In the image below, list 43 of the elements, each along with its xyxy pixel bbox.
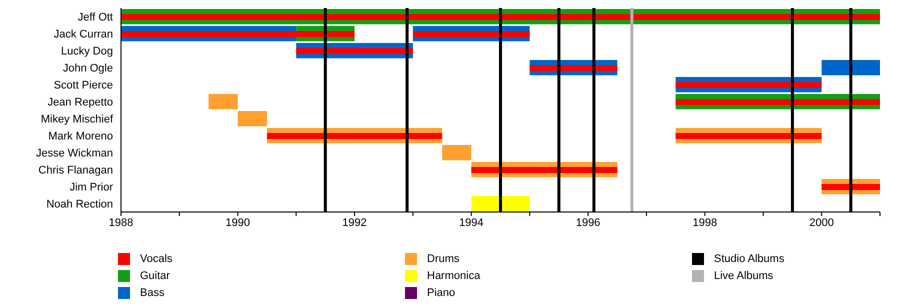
x-tick-label: 1988 <box>108 216 134 229</box>
bar <box>238 111 267 126</box>
legend-label: Live Albums <box>714 270 774 282</box>
y-tick-label: Mikey Mischief <box>40 113 114 126</box>
legend-label: Vocals <box>140 252 172 264</box>
bar <box>208 94 238 110</box>
legend-label: Guitar <box>140 270 170 282</box>
bar <box>471 196 530 212</box>
x-tick-label: 1990 <box>226 216 250 229</box>
y-tick-label: Jack Curran <box>54 28 113 40</box>
bar <box>296 48 413 54</box>
legend-label: Bass <box>140 286 164 298</box>
bar <box>822 60 880 76</box>
bar <box>121 14 880 20</box>
legend-label: Drums <box>427 252 460 264</box>
bar <box>676 133 822 139</box>
legend-label: Harmonica <box>427 270 480 282</box>
y-tick-label: Jim Prior <box>70 181 114 194</box>
y-tick-label: Jean Repetto <box>48 96 113 108</box>
y-tick-label: Noah Rection <box>46 198 113 210</box>
legend-label: Piano <box>427 286 456 298</box>
bar <box>442 145 472 160</box>
bar <box>676 82 822 88</box>
x-tick-label: 1994 <box>459 216 484 229</box>
x-tick-label: 1992 <box>342 216 367 229</box>
y-tick-label: Jesse Wickman <box>36 147 113 160</box>
y-tick-label: Jeff Ott <box>78 11 113 24</box>
bar <box>266 133 442 139</box>
bar <box>121 31 355 37</box>
y-tick-label: Chris Flanagan <box>38 164 113 176</box>
y-tick-label: Mark Moreno <box>48 130 113 142</box>
bar <box>412 31 530 37</box>
y-tick-label: John Ogle <box>62 62 113 74</box>
bar <box>822 184 880 190</box>
legend-label: Studio Albums <box>714 252 784 264</box>
bar <box>676 99 880 105</box>
y-tick-label: Lucky Dog <box>61 45 113 58</box>
bar <box>471 167 618 173</box>
x-tick-label: 1998 <box>692 216 718 229</box>
x-tick-label: 2000 <box>809 216 834 229</box>
x-tick-label: 1996 <box>576 216 600 229</box>
bar <box>530 65 618 71</box>
y-tick-label: Scott Pierce <box>54 79 113 92</box>
